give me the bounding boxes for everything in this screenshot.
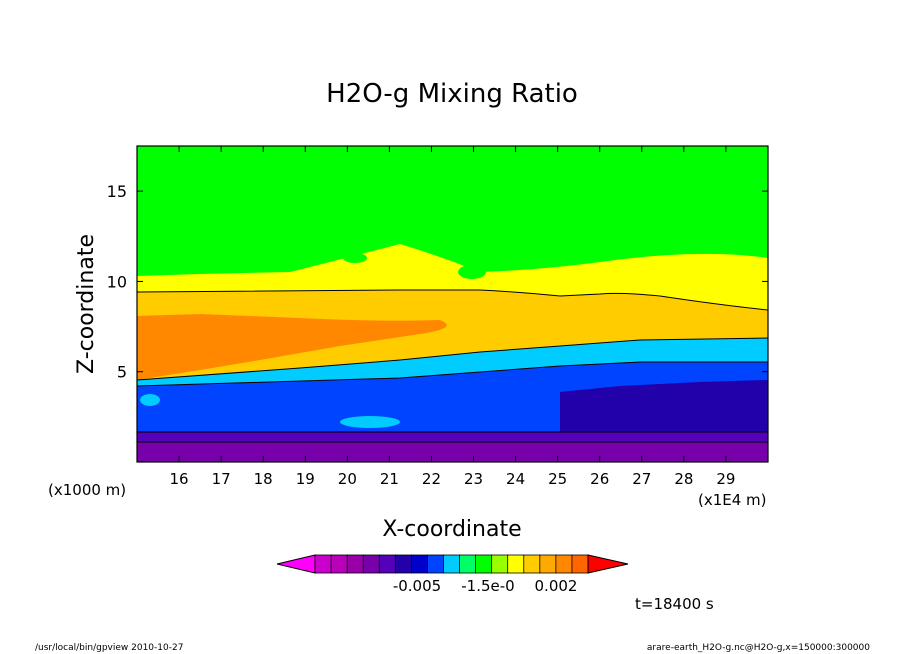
cyan-blob-2 bbox=[340, 416, 400, 428]
layer-cyan bbox=[137, 338, 768, 390]
colorbar-cell bbox=[427, 554, 445, 574]
layer-yellow bbox=[137, 244, 768, 310]
layer-green-mid bbox=[137, 146, 768, 276]
colorbar-cell bbox=[410, 554, 429, 574]
colorbar-label-1: -0.005 bbox=[393, 577, 441, 595]
colorbar-arrow-right bbox=[587, 554, 629, 574]
green-blob bbox=[458, 265, 486, 279]
x-unit-note: (x1E4 m) bbox=[698, 491, 767, 509]
x-tick-label: 20 bbox=[338, 470, 357, 488]
y-tick-label: 15 bbox=[107, 182, 127, 201]
colorbar-arrow-left bbox=[276, 554, 316, 574]
colorbar-cell bbox=[475, 554, 493, 574]
colorbar-cell bbox=[443, 554, 461, 574]
colorbar bbox=[276, 554, 629, 574]
colorbar-cell bbox=[346, 554, 365, 574]
colorbar-cell bbox=[491, 554, 509, 574]
x-tick-label: 19 bbox=[296, 470, 315, 488]
x-tick-label: 18 bbox=[254, 470, 273, 488]
chart-title: H2O-g Mixing Ratio bbox=[326, 79, 578, 109]
colorbar-cell bbox=[378, 554, 397, 574]
layer-orange bbox=[137, 314, 447, 380]
x-tick-label: 26 bbox=[590, 470, 609, 488]
y-axis-label: Z-coordinate bbox=[74, 234, 99, 374]
colorbar-cell bbox=[539, 554, 557, 574]
y-unit-note: (x1000 m) bbox=[48, 481, 126, 499]
layer-indigo bbox=[137, 432, 768, 442]
y-tick-label: 5 bbox=[117, 363, 127, 382]
x-tick-label: 22 bbox=[422, 470, 441, 488]
y-axis: 5 10 15 bbox=[107, 182, 768, 382]
footer-left: /usr/local/bin/gpview 2010-10-27 bbox=[35, 643, 183, 653]
colorbar-label-2: -1.5e-0 bbox=[461, 577, 514, 595]
x-axis: 16 17 18 19 20 21 22 23 24 25 26 27 28 29 bbox=[170, 146, 735, 488]
x-tick-label: 21 bbox=[380, 470, 399, 488]
cyan-blob bbox=[140, 394, 160, 406]
green-blob-2 bbox=[343, 253, 367, 263]
colorbar-cell bbox=[394, 554, 413, 574]
colorbar-label-3: 0.002 bbox=[535, 577, 578, 595]
colorbar-cell bbox=[362, 554, 381, 574]
contour-field bbox=[137, 146, 768, 462]
plot-frame bbox=[136, 145, 769, 463]
colorbar-cell bbox=[507, 554, 525, 574]
x-tick-label: 28 bbox=[674, 470, 693, 488]
layer-darkblue bbox=[560, 380, 768, 432]
x-axis-label: X-coordinate bbox=[382, 517, 521, 542]
colorbar-cell bbox=[330, 554, 349, 574]
x-tick-label: 29 bbox=[716, 470, 735, 488]
time-annotation: t=18400 s bbox=[635, 595, 714, 613]
x-tick-label: 27 bbox=[632, 470, 651, 488]
colorbar-cell bbox=[523, 554, 541, 574]
colorbar-cell bbox=[314, 554, 332, 574]
x-tick-label: 23 bbox=[464, 470, 483, 488]
x-tick-label: 24 bbox=[506, 470, 525, 488]
x-tick-label: 17 bbox=[212, 470, 231, 488]
colorbar-cell bbox=[459, 554, 477, 574]
colorbar-cell bbox=[571, 554, 589, 574]
footer-right: arare-earth_H2O-g.nc@H2O-g,x=150000:3000… bbox=[647, 643, 870, 653]
y-tick-label: 10 bbox=[107, 272, 127, 291]
x-tick-label: 16 bbox=[170, 470, 189, 488]
layer-gold bbox=[137, 290, 768, 380]
colorbar-cell bbox=[555, 554, 573, 574]
x-tick-label: 25 bbox=[548, 470, 567, 488]
layer-purple bbox=[137, 442, 768, 462]
